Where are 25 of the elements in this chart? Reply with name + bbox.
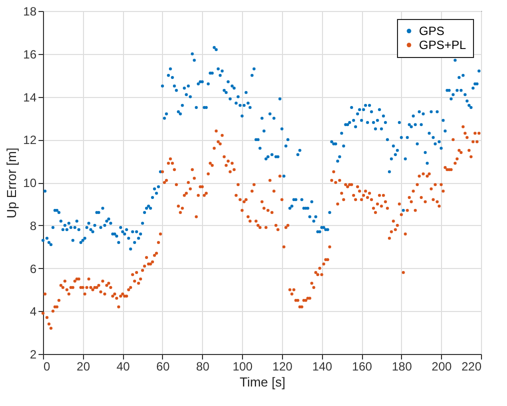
y-tick-label: 8 xyxy=(30,218,37,233)
y-tick-label: 2 xyxy=(30,348,37,362)
y-tick-label: 6 xyxy=(30,262,37,276)
x-tick-label: 180 xyxy=(392,360,412,374)
legend-label: GPS+PL xyxy=(419,38,466,52)
x-tick-label: 40 xyxy=(116,360,130,374)
y-tick-label: 12 xyxy=(23,133,37,148)
legend-label: GPS xyxy=(419,24,444,38)
x-tick-label: 100 xyxy=(232,360,253,374)
x-tick-label: 20 xyxy=(76,360,90,374)
x-tick-label: 60 xyxy=(156,360,170,374)
x-axis-title: Time [s] xyxy=(240,374,286,390)
y-tick-label: 16 xyxy=(23,47,37,62)
x-tick-label: 80 xyxy=(196,360,210,374)
x-tick-label: 220 xyxy=(461,360,482,374)
y-axis-title: Up Error [m] xyxy=(4,148,20,218)
x-tick-label: 120 xyxy=(272,360,293,374)
x-tick-label: 0 xyxy=(44,360,50,374)
x-tick-label: 160 xyxy=(352,360,372,374)
y-tick-label: 14 xyxy=(23,90,37,104)
y-tick-label: 18 xyxy=(23,4,37,18)
y-tick-label: 10 xyxy=(23,176,37,190)
x-tick-label: 140 xyxy=(312,360,333,374)
y-tick-label: 4 xyxy=(30,304,37,319)
x-tick-label: 200 xyxy=(432,360,452,374)
